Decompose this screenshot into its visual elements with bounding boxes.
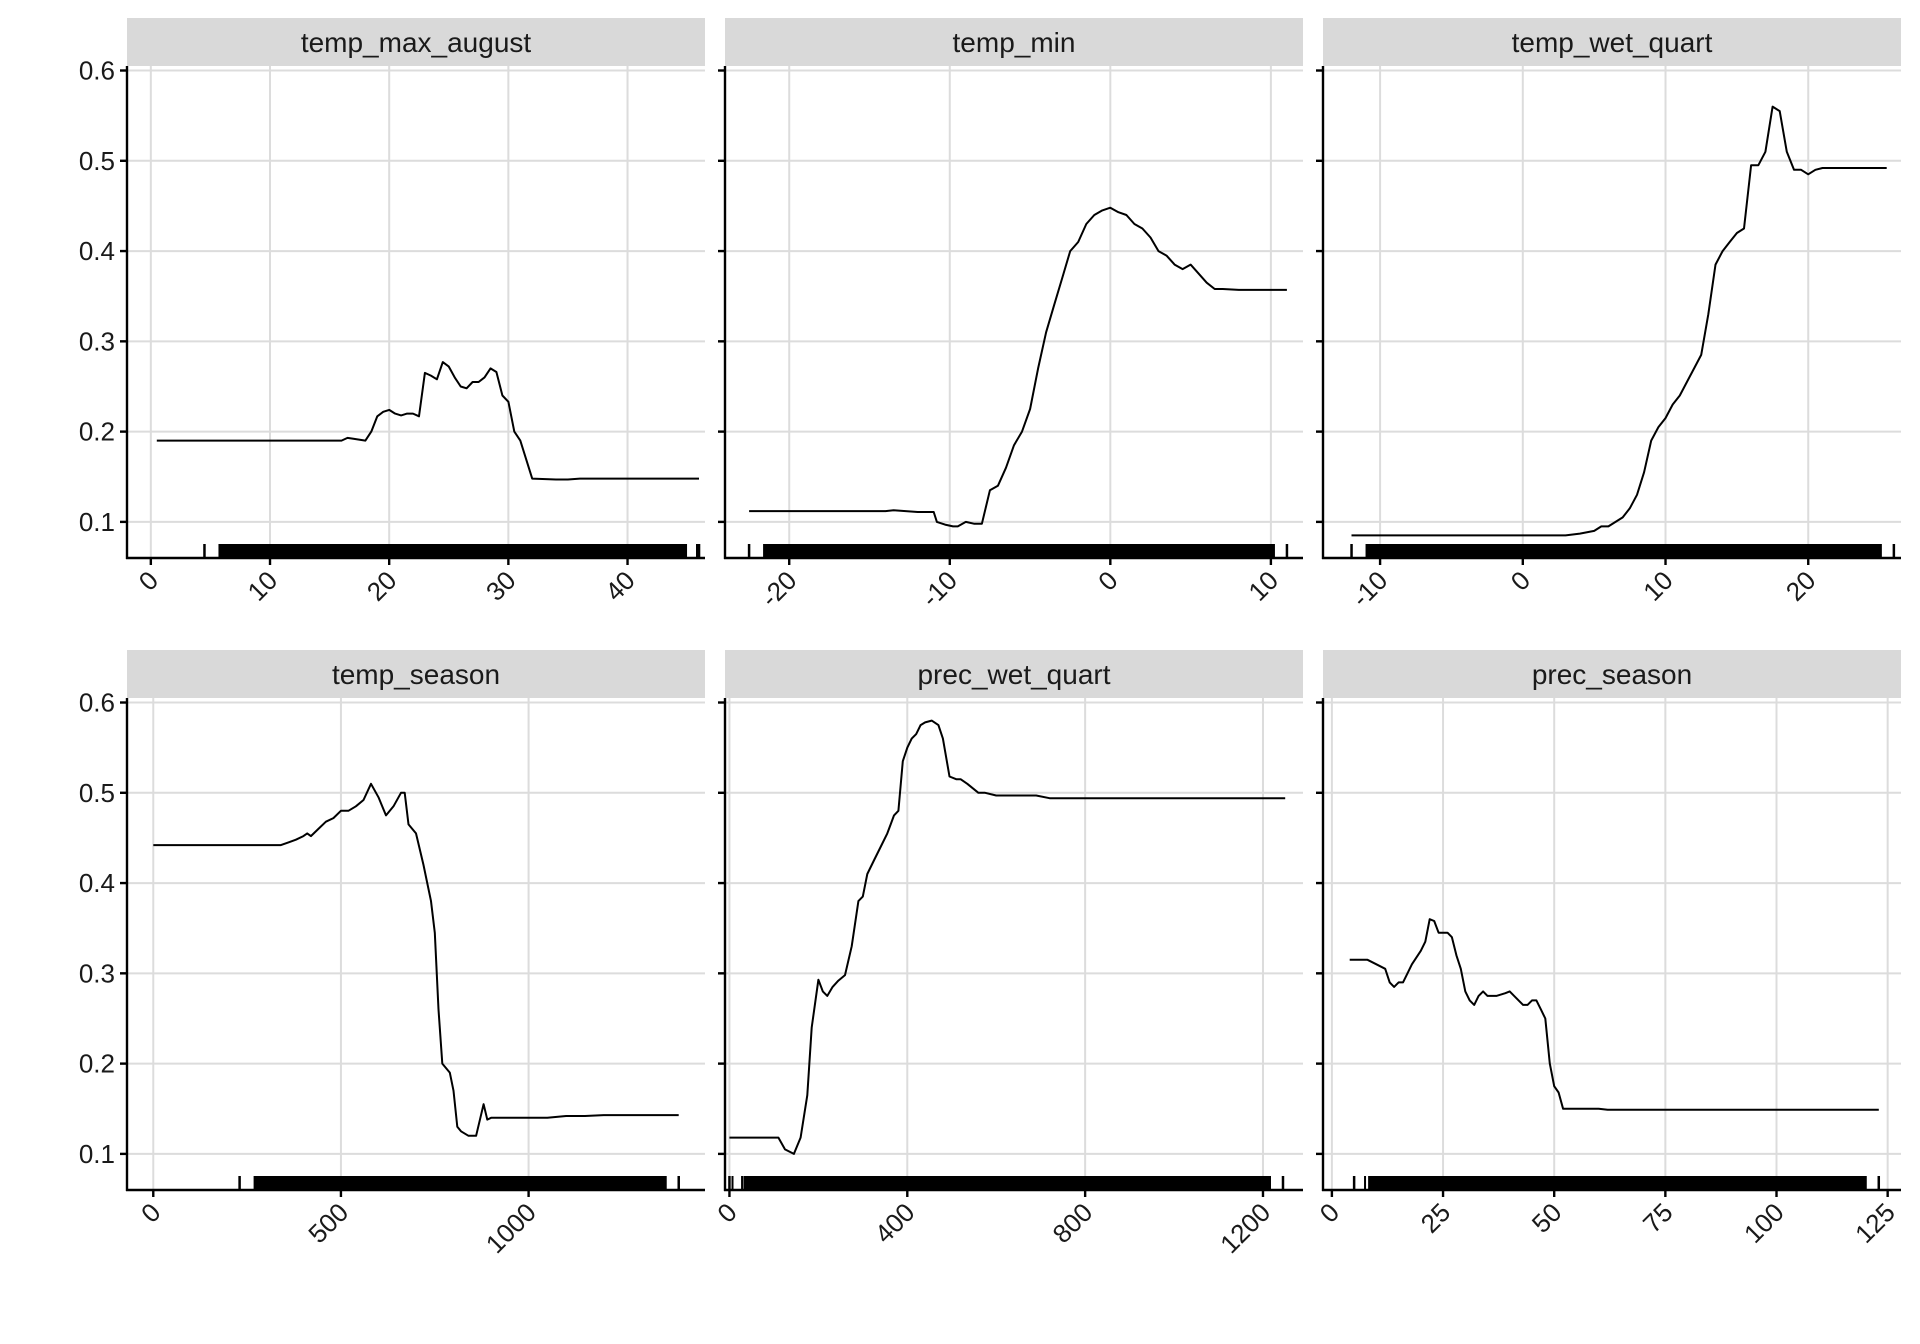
rug-band xyxy=(1368,1176,1867,1190)
panel-title: prec_season xyxy=(1532,659,1692,690)
panel-prec-season: prec_season 0 25 50 75 100 125 xyxy=(1314,650,1901,1249)
panel-prec-wet-quart: prec_wet_quart 0 400 800 1200 xyxy=(711,650,1303,1259)
panel-title: prec_wet_quart xyxy=(917,659,1110,690)
y-tick-label: 0.1 xyxy=(79,1139,115,1169)
x-tick-label: 500 xyxy=(302,1197,354,1249)
pd-line xyxy=(153,782,679,1137)
x-tick-label: 75 xyxy=(1637,1197,1679,1239)
x-tick-label: 10 xyxy=(1637,565,1679,607)
x-tick-label: 0 xyxy=(1505,565,1536,596)
panel-temp-wet-quart: temp_wet_quart -10 0 10 20 xyxy=(1316,18,1901,613)
x-tick-label: 0 xyxy=(711,1197,742,1228)
rug-band xyxy=(253,1176,667,1190)
y-tick-label: 0.3 xyxy=(79,958,115,988)
y-tick-label: 0.5 xyxy=(79,778,115,808)
panel-title: temp_season xyxy=(332,659,500,690)
x-tick-label: 50 xyxy=(1526,1197,1568,1239)
panel-strip xyxy=(725,650,1303,698)
pd-line xyxy=(729,719,1286,1155)
x-tick-label: 10 xyxy=(1242,565,1284,607)
x-tick-label: 0 xyxy=(1314,1197,1345,1228)
x-tick-label: 0 xyxy=(1092,565,1123,596)
pd-line xyxy=(1349,918,1879,1111)
rug-marks xyxy=(238,1176,680,1190)
rug-band xyxy=(1365,544,1882,558)
rug-marks xyxy=(1350,544,1896,558)
x-tick-label: 125 xyxy=(1849,1197,1901,1249)
y-tick-label: 0.3 xyxy=(79,326,115,356)
x-tick-label: 400 xyxy=(869,1197,921,1249)
rug-marks xyxy=(1352,1176,1881,1190)
panel-temp-max-august: temp_max_august 0.1 0.2 0.3 0.4 0.5 0.6 0 10 20 30… xyxy=(79,18,705,607)
y-tick-label: 0.2 xyxy=(79,1049,115,1079)
pd-line xyxy=(749,206,1287,528)
x-tick-label: 40 xyxy=(599,565,641,607)
rug-marks xyxy=(728,1176,1285,1190)
rug-band xyxy=(743,1176,1271,1190)
x-tick-label: -10 xyxy=(915,565,963,613)
x-tick-label: 0 xyxy=(133,565,164,596)
y-tick-label: 0.4 xyxy=(79,868,115,898)
x-tick-label: 30 xyxy=(480,565,522,607)
x-tick-label: 20 xyxy=(1780,565,1822,607)
rug-marks xyxy=(747,544,1289,558)
panel-title: temp_min xyxy=(953,27,1076,58)
pd-line xyxy=(1351,105,1887,537)
x-tick-label: -10 xyxy=(1346,565,1394,613)
panel-title: temp_wet_quart xyxy=(1512,27,1713,58)
x-tick-label: 0 xyxy=(135,1197,166,1228)
rug-marks xyxy=(203,544,701,558)
x-tick-label: 800 xyxy=(1046,1197,1098,1249)
panel-strip xyxy=(1323,650,1901,698)
y-tick-label: 0.1 xyxy=(79,507,115,537)
panel-strip xyxy=(1323,18,1901,66)
panel-strip xyxy=(127,18,705,66)
panel-strip xyxy=(127,650,705,698)
y-tick-label: 0.4 xyxy=(79,236,115,266)
x-tick-label: -20 xyxy=(755,565,803,613)
panel-strip xyxy=(725,18,1303,66)
x-tick-label: 20 xyxy=(361,565,403,607)
y-tick-label: 0.6 xyxy=(79,56,115,86)
x-tick-label: 100 xyxy=(1738,1197,1790,1249)
panel-temp-season: temp_season 0.1 0.2 0.3 0.4 0.5 0.6 0 500 1000 xyxy=(79,650,705,1259)
panel-temp-min: temp_min -20 -10 0 10 xyxy=(718,18,1303,613)
x-tick-label: 25 xyxy=(1415,1197,1457,1239)
x-tick-label: 1000 xyxy=(480,1197,542,1259)
pd-line xyxy=(156,361,699,481)
panel-title: temp_max_august xyxy=(301,27,532,58)
y-tick-label: 0.2 xyxy=(79,417,115,447)
y-tick-label: 0.5 xyxy=(79,146,115,176)
x-tick-label: 1200 xyxy=(1214,1197,1276,1259)
y-tick-label: 0.6 xyxy=(79,688,115,718)
rug-band xyxy=(763,544,1275,558)
x-tick-label: 10 xyxy=(242,565,284,607)
rug-band xyxy=(218,544,688,558)
